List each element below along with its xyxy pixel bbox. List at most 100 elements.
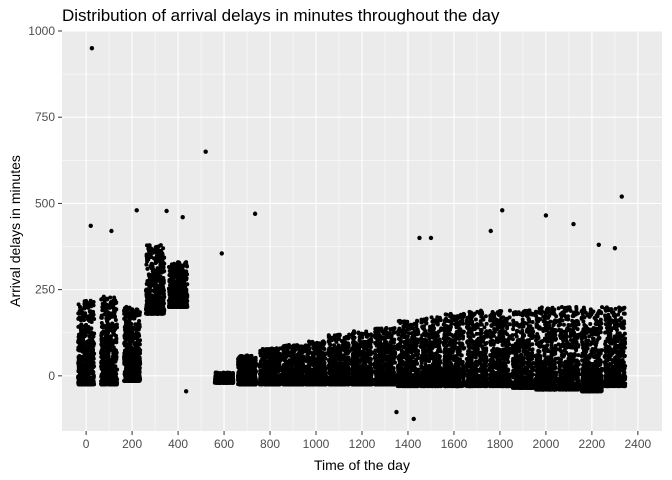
data-point xyxy=(100,296,105,301)
data-point xyxy=(80,337,85,342)
data-point xyxy=(239,355,244,360)
data-point xyxy=(162,308,167,313)
data-point xyxy=(161,269,166,274)
data-point xyxy=(168,283,173,288)
data-point xyxy=(295,374,300,379)
data-point xyxy=(264,376,269,381)
data-point xyxy=(81,311,86,316)
data-point xyxy=(77,366,82,371)
data-point xyxy=(135,346,140,351)
data-point xyxy=(90,370,95,375)
data-point xyxy=(91,379,96,384)
data-point xyxy=(123,331,128,336)
data-point xyxy=(184,290,189,295)
data-point xyxy=(127,366,132,371)
data-point xyxy=(153,300,158,305)
data-point xyxy=(83,327,88,332)
data-point xyxy=(132,342,137,347)
data-point xyxy=(148,252,153,257)
data-point xyxy=(271,381,276,386)
data-point xyxy=(102,368,107,373)
data-point xyxy=(85,382,90,387)
data-point xyxy=(104,318,109,323)
data-point xyxy=(99,313,104,318)
data-point xyxy=(108,372,113,377)
data-point xyxy=(151,311,156,316)
data-point xyxy=(300,369,305,374)
data-point xyxy=(110,354,115,359)
data-point xyxy=(128,340,133,345)
data-point xyxy=(169,291,174,296)
data-point xyxy=(150,264,155,269)
data-point xyxy=(113,324,118,329)
data-point xyxy=(266,370,271,375)
data-point xyxy=(79,370,84,375)
data-point xyxy=(185,298,190,303)
data-point xyxy=(299,382,304,387)
data-point xyxy=(321,343,326,348)
data-point xyxy=(167,303,172,308)
data-point xyxy=(127,327,132,332)
data-point xyxy=(99,348,104,353)
data-point xyxy=(257,363,262,368)
data-point xyxy=(175,280,180,285)
data-point xyxy=(83,351,88,356)
data-point xyxy=(271,374,276,379)
data-point xyxy=(108,338,113,343)
data-point xyxy=(84,367,89,372)
data-point xyxy=(101,359,106,364)
data-point xyxy=(253,355,258,360)
data-point xyxy=(153,268,158,273)
data-point xyxy=(180,303,185,308)
data-point xyxy=(144,262,149,267)
data-point xyxy=(149,280,154,285)
data-point xyxy=(149,273,154,278)
data-point xyxy=(136,332,141,337)
data-point xyxy=(245,361,250,366)
data-point xyxy=(99,333,104,338)
data-point xyxy=(243,370,248,375)
data-point xyxy=(176,265,181,270)
data-point xyxy=(105,347,110,352)
data-point xyxy=(166,286,171,291)
data-point xyxy=(85,355,90,360)
data-point xyxy=(88,298,93,303)
data-point xyxy=(299,346,304,351)
data-point xyxy=(253,381,258,386)
data-point xyxy=(138,351,143,356)
data-point xyxy=(82,301,87,306)
data-point xyxy=(312,345,317,350)
data-point xyxy=(144,252,149,257)
data-point xyxy=(291,358,296,363)
data-point xyxy=(147,243,152,248)
data-point xyxy=(145,257,150,262)
data-point xyxy=(146,304,151,309)
data-point xyxy=(258,368,263,373)
data-point xyxy=(145,266,150,271)
data-point xyxy=(77,353,82,358)
data-point xyxy=(86,371,91,376)
data-point xyxy=(220,380,225,385)
data-point xyxy=(237,373,242,378)
data-point xyxy=(134,308,139,313)
data-point xyxy=(153,279,158,284)
data-point xyxy=(108,295,113,300)
data-point xyxy=(82,362,87,367)
data-point xyxy=(122,311,127,316)
data-point xyxy=(137,339,142,344)
data-point xyxy=(82,379,87,384)
data-point xyxy=(123,348,128,353)
data-point xyxy=(149,247,154,252)
data-points xyxy=(76,46,628,422)
data-point xyxy=(91,334,96,339)
data-point xyxy=(125,376,130,381)
data-point xyxy=(122,316,127,321)
data-point xyxy=(82,306,87,311)
data-point xyxy=(129,370,134,375)
data-point xyxy=(90,355,95,360)
data-point xyxy=(148,308,153,313)
data-point xyxy=(84,347,89,352)
data-point xyxy=(172,261,177,266)
data-point xyxy=(106,323,111,328)
data-point xyxy=(319,353,324,358)
